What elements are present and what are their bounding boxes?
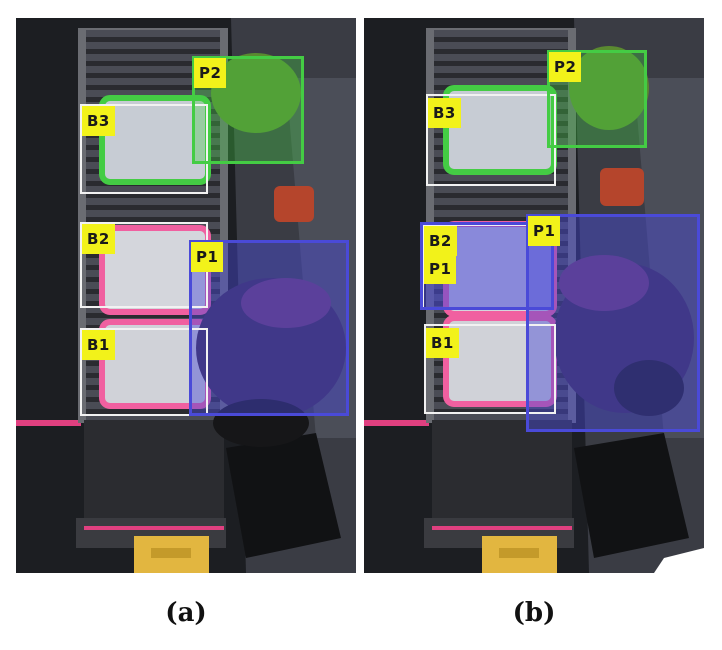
label-b2: B2 [424, 226, 457, 256]
label-p1: P1 [528, 216, 561, 246]
person-box-p1-overlap [420, 222, 554, 310]
label-p1-overlap: P1 [424, 254, 457, 284]
label-b2: B2 [82, 224, 115, 254]
person-box-p2 [192, 56, 304, 164]
bin-box-b1 [80, 328, 208, 416]
label-b1: B1 [426, 328, 459, 358]
panel-b: P2 B3 B2 P1 P1 B1 [364, 18, 704, 573]
person-box-p1 [526, 214, 700, 432]
bin-box-b3 [80, 104, 208, 194]
bin-box-b1 [424, 324, 556, 414]
person-box-p1 [189, 240, 349, 416]
label-p2: P2 [194, 58, 227, 88]
label-p2: P2 [549, 52, 582, 82]
person-box-p2 [547, 50, 647, 148]
label-b3: B3 [428, 98, 461, 128]
caption-b: (b) [512, 598, 556, 628]
caption-a: (a) [165, 598, 207, 628]
label-p1: P1 [191, 242, 224, 272]
label-b3: B3 [82, 106, 115, 136]
label-b1: B1 [82, 330, 115, 360]
panel-a: P2 B3 B2 P1 B1 [16, 18, 356, 573]
bin-box-b3 [426, 94, 556, 186]
